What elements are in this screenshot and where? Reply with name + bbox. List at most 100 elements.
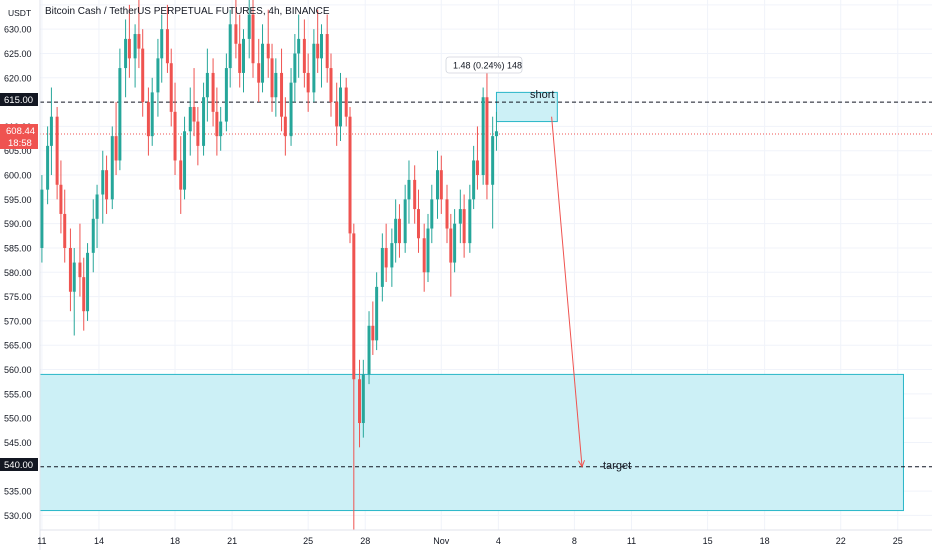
candle-up — [40, 175, 44, 263]
candle-body — [266, 43, 270, 59]
candle-up — [361, 359, 365, 438]
candle-body — [196, 121, 200, 146]
currency-label-bg — [0, 0, 38, 20]
candle-up — [110, 126, 114, 210]
price-badges: 615.00 608.44 18:58 540.00 USDT — [0, 0, 38, 471]
candle-up — [202, 82, 206, 156]
candle-down — [59, 160, 63, 234]
candles — [40, 0, 498, 530]
candle-body — [124, 38, 128, 69]
candle-up — [124, 19, 128, 98]
candle-down — [306, 53, 310, 112]
candle-down — [234, 0, 238, 59]
y-tick-label: 530.00 — [4, 511, 32, 521]
candle-down — [165, 4, 169, 73]
candle-body — [475, 160, 479, 176]
candle-down — [449, 213, 453, 297]
candle-body — [426, 228, 430, 273]
candle-down — [173, 82, 177, 176]
candle-body — [150, 92, 154, 137]
candle-down — [179, 136, 183, 214]
candle-body — [436, 170, 440, 200]
candle-body — [289, 82, 293, 137]
candle-body — [141, 48, 145, 103]
candle-up — [426, 213, 430, 283]
chart-title: Bitcoin Cash / TetherUS PERPETUAL FUTURE… — [45, 6, 330, 17]
candle-up — [293, 34, 297, 103]
candle-up — [188, 87, 192, 156]
candle-down — [251, 0, 255, 78]
candle-body — [453, 223, 457, 263]
candle-down — [238, 14, 242, 88]
y-tick-label: 620.00 — [4, 73, 32, 83]
candle-down — [371, 301, 375, 355]
candle-up — [339, 72, 343, 142]
candle-down — [146, 87, 150, 156]
candle-up — [49, 87, 53, 176]
candle-up — [118, 48, 122, 171]
candle-body — [297, 38, 301, 54]
short-level-badge-text: 615.00 — [4, 95, 33, 106]
x-tick-label: 28 — [360, 536, 370, 546]
candle-up — [183, 116, 187, 200]
candle-body — [211, 72, 215, 112]
candle-body — [302, 38, 306, 73]
candle-down — [352, 223, 356, 530]
candle-up — [367, 311, 371, 385]
y-tick-label: 600.00 — [4, 171, 32, 181]
candle-up — [274, 58, 278, 117]
candle-down — [397, 204, 401, 258]
candle-up — [472, 145, 476, 210]
candle-body — [105, 170, 109, 200]
candle-down — [55, 106, 59, 200]
x-tick-label: 11 — [37, 536, 46, 546]
candle-body — [283, 116, 287, 137]
candle-body — [439, 170, 443, 200]
candle-body — [188, 106, 192, 132]
candle-body — [133, 34, 137, 59]
short-level-badge — [0, 93, 38, 106]
candle-up — [72, 247, 76, 336]
candle-up — [205, 48, 209, 122]
candle-body — [390, 243, 394, 268]
candle-down — [384, 223, 388, 283]
candle-up — [468, 184, 472, 253]
candle-up — [156, 38, 160, 117]
candle-body — [430, 199, 434, 229]
x-tick-label: 18 — [760, 536, 770, 546]
candle-up — [133, 24, 137, 88]
candle-up — [224, 53, 228, 132]
candle-body — [491, 136, 495, 185]
candle-body — [173, 111, 177, 161]
candle-body — [316, 43, 320, 59]
candle-down — [416, 189, 420, 253]
candle-body — [306, 72, 310, 93]
candle-body — [380, 247, 384, 287]
candle-body — [261, 43, 265, 83]
y-tick-label: 550.00 — [4, 414, 32, 424]
current-price-badge-text: 608.44 — [6, 126, 35, 137]
candle-body — [114, 136, 118, 161]
x-tick-label: 15 — [703, 536, 713, 546]
candle-down — [82, 257, 86, 331]
candle-body — [422, 238, 426, 273]
x-tick-label: 8 — [572, 536, 577, 546]
y-tick-label: 565.00 — [4, 341, 32, 351]
candle-body — [40, 189, 44, 248]
candle-body — [95, 194, 99, 219]
candle-down — [280, 48, 284, 132]
candle-up — [297, 14, 301, 78]
candle-up — [491, 116, 495, 229]
countdown-badge-text: 18:58 — [8, 138, 32, 149]
candle-body — [462, 209, 466, 244]
x-tick-label: 14 — [94, 536, 104, 546]
candle-body — [280, 72, 284, 117]
x-tick-label: 22 — [836, 536, 846, 546]
candle-body — [468, 199, 472, 244]
candle-down — [283, 97, 287, 156]
y-tick-label: 605.00 — [4, 146, 32, 156]
candle-body — [72, 262, 76, 292]
candle-up — [261, 24, 265, 93]
x-tick-label: 21 — [227, 536, 237, 546]
